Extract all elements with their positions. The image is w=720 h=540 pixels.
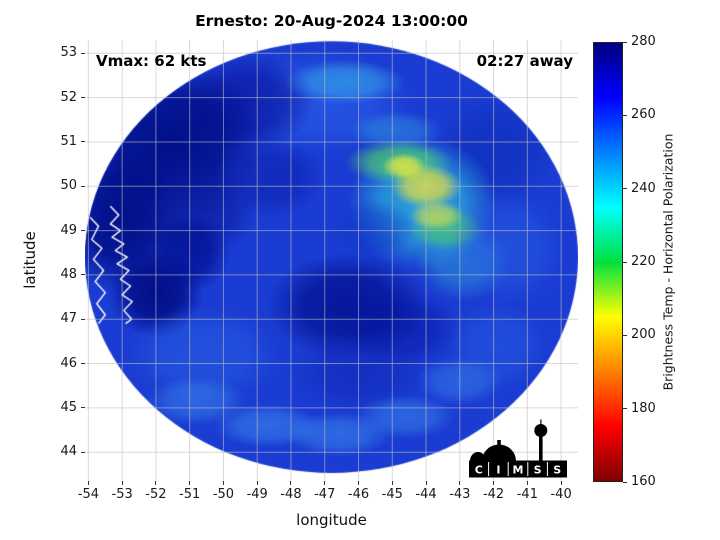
figure-title: Ernesto: 20-Aug-2024 13:00:00 (195, 12, 468, 30)
logo-letter: C (475, 464, 483, 477)
y-tick-label: 47 (60, 311, 77, 327)
colorbar-tick-mark (623, 261, 627, 263)
x-tick-mark (189, 481, 191, 485)
x-tick-mark (324, 481, 326, 485)
colorbar-label: Brightness Temp - Horizontal Polarizatio… (660, 133, 676, 391)
y-tick-mark (81, 185, 85, 187)
x-tick-label: -40 (550, 487, 572, 502)
y-tick-label: 46 (60, 355, 77, 371)
observatory-dome-small-icon (470, 452, 486, 461)
logo-letter: S (534, 464, 542, 477)
x-tick-mark (459, 481, 461, 485)
logo-letter: M (513, 464, 524, 477)
y-tick-mark (81, 318, 85, 320)
x-tick-mark (560, 481, 562, 485)
colorbar-tick-label: 160 (631, 474, 656, 489)
x-tick-mark (121, 481, 123, 485)
tower-antenna-icon (540, 419, 542, 425)
y-tick-mark (81, 407, 85, 409)
x-tick-mark (155, 481, 157, 485)
colorbar-tick-label: 220 (631, 254, 656, 269)
y-tick-label: 45 (60, 399, 77, 415)
x-tick-label: -42 (482, 487, 505, 502)
observatory-dome-large-icon (482, 444, 516, 461)
y-tick-label: 49 (60, 222, 77, 238)
x-tick-mark (358, 481, 359, 485)
y-tick-mark (81, 274, 85, 276)
y-tick-label: 48 (60, 266, 77, 282)
y-tick-mark (81, 451, 85, 453)
x-tick-label: -51 (179, 487, 201, 502)
x-tick-label: -41 (516, 487, 538, 502)
x-tick-label: -43 (449, 487, 471, 502)
colorbar-tick-mark (623, 334, 627, 336)
colorbar-tick-mark (623, 408, 627, 410)
tower-mast-icon (539, 436, 543, 461)
y-tick-label: 53 (60, 45, 77, 61)
x-tick-label: -44 (415, 487, 437, 502)
x-tick-label: -49 (246, 487, 268, 502)
logo-separators (488, 462, 548, 476)
colorbar (593, 42, 623, 482)
x-axis-label: longitude (296, 511, 367, 529)
y-tick-mark (81, 97, 85, 99)
y-tick-label: 52 (60, 89, 77, 105)
colorbar-tick-label: 240 (631, 180, 656, 196)
x-tick-mark (290, 481, 292, 485)
x-tick-label: -45 (381, 487, 403, 502)
logo-letter: I (496, 464, 500, 477)
x-tick-mark (493, 481, 495, 485)
x-tick-mark (391, 481, 393, 485)
y-tick-label: 44 (60, 444, 77, 460)
y-tick-label: 50 (60, 178, 77, 194)
colorbar-tick-label: 280 (631, 34, 656, 49)
x-tick-mark (526, 481, 528, 485)
x-tick-mark (425, 481, 427, 485)
y-tick-label: 51 (60, 133, 77, 149)
colorbar-tick-mark (623, 114, 627, 116)
y-tick-mark (81, 363, 85, 365)
colorbar-tick-label: 180 (631, 400, 656, 416)
x-tick-label: -47 (314, 487, 336, 502)
x-tick-mark (222, 481, 224, 485)
eta-annotation: 02:27 away (476, 52, 573, 70)
x-tick-label: -50 (212, 487, 235, 502)
vmax-annotation: Vmax: 62 kts (96, 52, 207, 70)
x-tick-label: -53 (111, 487, 133, 502)
x-tick-label: -54 (77, 487, 99, 502)
x-tick-label: -46 (347, 487, 370, 502)
colorbar-tick-label: 200 (631, 327, 656, 343)
logo-band (469, 460, 567, 478)
colorbar-tick-mark (623, 188, 627, 190)
colorbar-tick-mark (623, 41, 627, 43)
y-tick-mark (81, 230, 85, 232)
dome-finial-icon (497, 440, 501, 446)
y-tick-mark (81, 52, 85, 54)
y-tick-mark (81, 141, 85, 143)
grid-layer (85, 40, 578, 481)
colorbar-tick-label: 260 (631, 107, 656, 123)
x-tick-mark (256, 481, 258, 485)
tower-ball-icon (534, 424, 548, 437)
x-tick-mark (87, 481, 89, 485)
colorbar-tick-mark (623, 481, 627, 483)
logo-letter: S (553, 464, 561, 477)
x-tick-label: -52 (145, 487, 167, 502)
x-tick-label: -48 (280, 487, 302, 502)
